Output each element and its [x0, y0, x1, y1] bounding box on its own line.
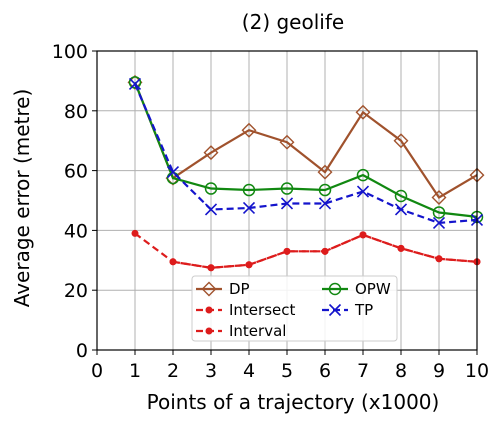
data-point [204, 203, 218, 216]
legend-marker [201, 281, 217, 297]
data-point [280, 182, 294, 195]
x-tick-label: 9 [433, 360, 445, 382]
y-tick-label: 0 [76, 340, 88, 362]
data-point [242, 183, 256, 197]
data-point [359, 231, 367, 239]
data-point [394, 189, 408, 203]
y-axis-title: Average error (metre) [10, 89, 34, 308]
x-tick-label: 7 [357, 360, 369, 382]
x-tick-label: 3 [205, 360, 217, 382]
x-tick-label: 2 [167, 360, 179, 382]
data-point [242, 201, 256, 215]
data-point [283, 247, 291, 255]
legend-item-interval: Interval [196, 322, 286, 340]
legend-item-opw: OPW [322, 280, 391, 298]
x-tick-label: 0 [91, 360, 103, 382]
legend-marker [205, 327, 213, 335]
x-tick-label: 5 [281, 360, 293, 382]
data-point [318, 197, 332, 210]
series-tp [128, 77, 484, 229]
series-line-interval [134, 232, 478, 269]
legend-label: DP [229, 280, 250, 298]
data-point [356, 168, 370, 182]
legend-item-intersect: Intersect [196, 301, 295, 319]
legend-label: Interval [229, 322, 286, 340]
legend: DP Intersect Interval OPW TP [191, 275, 398, 342]
legend-marker [328, 282, 342, 296]
x-tick-label: 10 [465, 360, 489, 382]
legend-item-tp: TP [322, 301, 373, 319]
y-tick-label: 20 [64, 280, 88, 302]
y-tick-label: 60 [64, 161, 88, 183]
data-point [245, 261, 253, 269]
data-point [279, 134, 295, 150]
legend-label: OPW [355, 280, 391, 298]
data-point [204, 182, 218, 195]
series-line-opw [133, 81, 478, 218]
legend-label: Intersect [229, 301, 295, 319]
x-tick-label: 6 [319, 360, 331, 382]
data-point [317, 164, 333, 180]
data-point [321, 247, 329, 255]
x-tick-label: 1 [129, 360, 141, 382]
legend-item-dp: DP [196, 280, 250, 298]
data-point [128, 76, 142, 89]
data-point [280, 197, 294, 210]
data-point [131, 229, 139, 237]
legend-marker [205, 306, 213, 314]
data-point [169, 258, 177, 266]
data-point [432, 216, 446, 229]
series-line-tp [133, 83, 478, 225]
data-point [128, 77, 142, 90]
data-point [355, 104, 371, 120]
data-point [241, 122, 257, 138]
series-line-dp [133, 81, 478, 199]
legend-marker [328, 303, 342, 317]
data-point [318, 183, 332, 197]
series-interval [131, 229, 481, 272]
data-point [431, 190, 447, 205]
x-axis-title: Points of a trajectory (x1000) [147, 390, 440, 414]
data-point [435, 255, 443, 263]
chart-title: (2) geolife [242, 10, 344, 34]
data-point [394, 203, 408, 216]
data-point [207, 264, 215, 272]
y-tick-label: 80 [64, 101, 88, 123]
data-point [397, 244, 405, 252]
series-layer [127, 74, 485, 272]
x-tick-label: 4 [243, 360, 255, 382]
legend-box [191, 275, 398, 342]
y-tick-label: 40 [64, 220, 88, 242]
legend-label: TP [354, 301, 373, 319]
y-tick-label: 100 [52, 41, 88, 63]
data-point [356, 185, 370, 198]
x-tick-label: 8 [395, 360, 407, 382]
data-point [203, 145, 219, 161]
data-point [432, 206, 446, 219]
data-point [393, 133, 409, 149]
data-point [166, 166, 180, 179]
